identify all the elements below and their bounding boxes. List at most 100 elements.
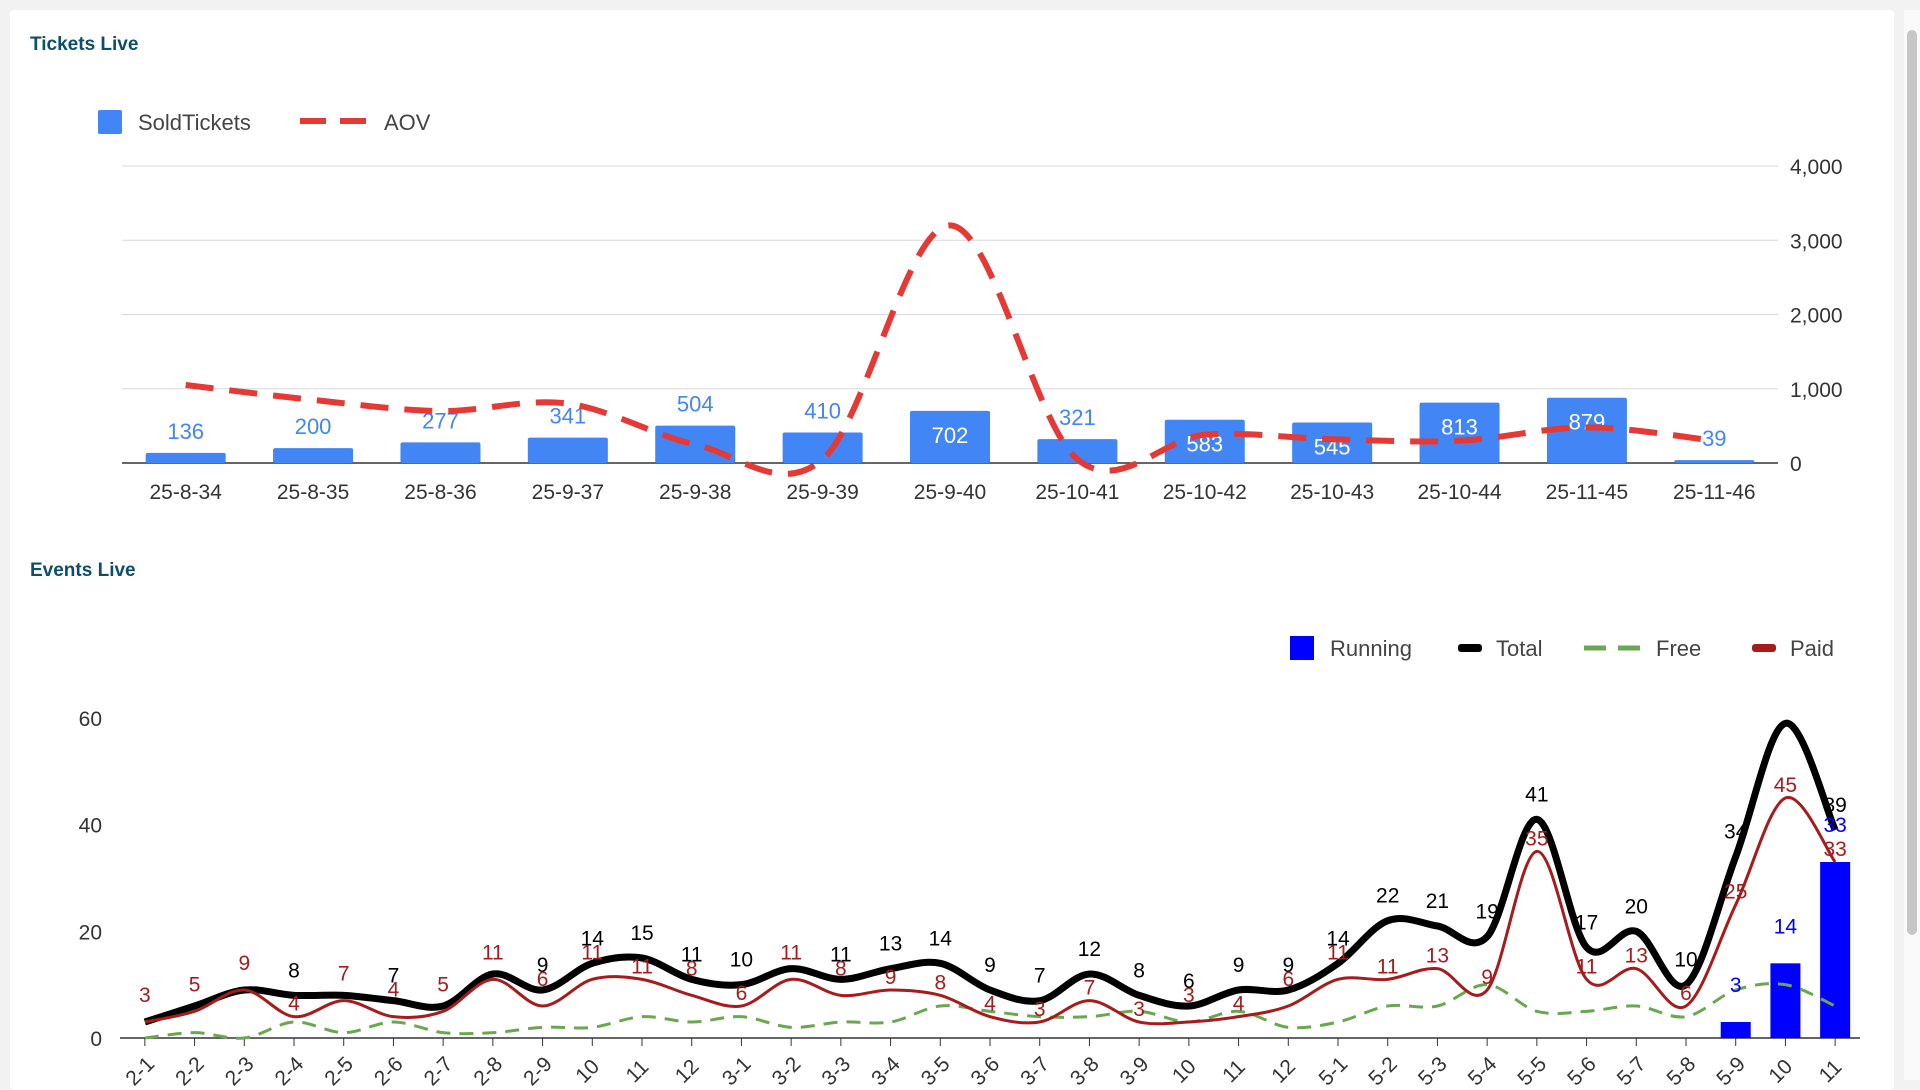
bar-value-label: 136 [167,419,204,444]
paid-value-label: 4 [1233,993,1245,1016]
scrollbar[interactable] [1904,10,1920,1080]
x-axis-tick: 3-7 [1016,1053,1054,1090]
paid-value-label: 8 [934,971,946,994]
bar-running [1820,862,1851,1038]
paid-value-label: 45 [1774,774,1797,797]
paid-value-label: 13 [1426,945,1449,968]
bar-value-label: 39 [1702,426,1726,451]
legend-label-paid: Paid [1790,636,1834,661]
total-value-label: 21 [1426,890,1449,913]
bar-soldtickets [1674,460,1755,463]
paid-value-label: 11 [482,941,504,964]
right-axis-tick: 3,000 [1790,230,1843,253]
paid-value-label: 6 [1282,968,1294,991]
paid-value-label: 11 [1576,955,1598,978]
line-paid [144,796,1837,1026]
bar-soldtickets [910,410,990,463]
total-value-label: 13 [879,933,902,956]
paid-value-label: 3 [1034,998,1046,1021]
total-value-label: 39 [1823,794,1846,817]
x-axis-tick: 25-9-39 [786,481,858,504]
legend-swatch-total [1458,644,1482,652]
x-axis-tick: 2-3 [221,1053,259,1090]
x-axis-tick: 11 [622,1056,654,1088]
x-axis-tick: 12 [1267,1055,1300,1088]
total-value-label: 7 [388,965,400,988]
x-axis-tick: 11 [1815,1056,1847,1088]
y-axis-tick: 0 [90,1028,102,1051]
right-axis-tick: 2,000 [1790,305,1843,328]
total-value-label: 22 [1376,885,1399,908]
total-value-label: 15 [630,922,653,945]
x-axis-tick: 5-2 [1364,1053,1402,1090]
x-axis-tick: 10 [1168,1055,1201,1088]
legend-swatch-soldtickets [98,110,122,134]
x-axis-tick: 25-9-40 [914,481,986,504]
events-chart: Running Total Free Paid 60 40 20 0 2-1 2-2 2-3 2-4 2… [79,636,1860,1090]
tickets-live-title: Tickets Live [30,34,139,55]
tickets-chart: 4,000 3,000 2,000 1,000 0 SoldTickets AOV 136 25… [98,110,1843,504]
total-value-label: 10 [1674,949,1697,972]
total-value-label: 17 [1575,911,1598,934]
x-axis-tick: 25-10-41 [1035,481,1119,504]
line-aov [185,222,1715,477]
total-value-label: 14 [1326,927,1350,950]
x-axis-tick: 25-8-36 [404,481,476,504]
x-axis-tick: 25-10-44 [1418,481,1502,504]
paid-value-label: 35 [1525,827,1548,850]
bar-value-label: 321 [1059,405,1096,430]
y-axis-tick: 20 [79,921,102,944]
total-value-label: 9 [1282,954,1294,977]
legend-label-aov: AOV [384,110,431,135]
paid-value-label: 6 [537,968,549,991]
x-axis-tick: 5-5 [1513,1053,1551,1090]
paid-value-label: 7 [338,963,350,986]
paid-value-label: 4 [388,979,400,1002]
running-value-label: 3 [1730,974,1742,997]
paid-value-label: 13 [1625,945,1648,968]
x-axis-tick: 11 [1218,1056,1250,1088]
paid-value-label: 6 [736,982,748,1005]
x-axis-tick: 5-1 [1315,1053,1353,1090]
paid-value-label: 8 [686,957,698,980]
paid-value-label: 3 [139,984,151,1007]
total-value-label: 9 [537,954,549,977]
bar-running [1720,1022,1751,1038]
total-value-label: 20 [1625,895,1648,918]
paid-value-label: 33 [1823,838,1846,861]
bar-soldtickets [527,437,608,463]
bar-soldtickets [1037,439,1118,463]
paid-value-label: 11 [631,955,653,978]
x-axis-tick: 2-5 [320,1053,358,1090]
x-axis-tick: 5-7 [1613,1053,1651,1090]
x-axis-tick: 2-8 [469,1053,507,1090]
x-axis-tick: 10 [1764,1055,1797,1088]
scrollbar-thumb[interactable] [1907,30,1917,935]
total-value-label: 9 [1233,954,1245,977]
x-axis-tick: 25-9-37 [532,481,604,504]
x-axis-tick: 2-4 [271,1052,309,1090]
legend-label-soldtickets: SoldTickets [138,110,251,135]
paid-value-label: 4 [984,993,996,1016]
legend-swatch-paid [1752,644,1776,652]
y-axis-tick: 60 [79,708,102,731]
total-value-label: 14 [929,927,953,950]
x-axis-tick: 3-4 [867,1052,905,1090]
bar-value-label: 879 [1569,410,1606,435]
paid-value-label: 11 [1377,955,1399,978]
paid-value-label: 11 [1327,941,1349,964]
right-axis-tick: 4,000 [1790,156,1843,179]
total-value-label: 14 [581,927,605,950]
x-axis-tick: 3-3 [817,1053,855,1090]
x-axis-tick: 2-7 [420,1053,458,1090]
dashboard-card: Tickets Live 4,000 3,000 2,000 1,000 0 SoldTi… [10,10,1894,1090]
x-axis-tick: 10 [571,1055,604,1088]
legend-label-total: Total [1496,636,1542,661]
x-axis-tick: 3-9 [1116,1053,1154,1090]
paid-value-label: 9 [885,966,897,989]
bar-soldtickets [782,432,863,463]
x-axis-tick: 5-8 [1663,1053,1701,1090]
paid-value-label: 7 [1084,977,1096,1000]
paid-value-label: 11 [780,941,802,964]
total-value-label: 34 [1724,821,1748,844]
